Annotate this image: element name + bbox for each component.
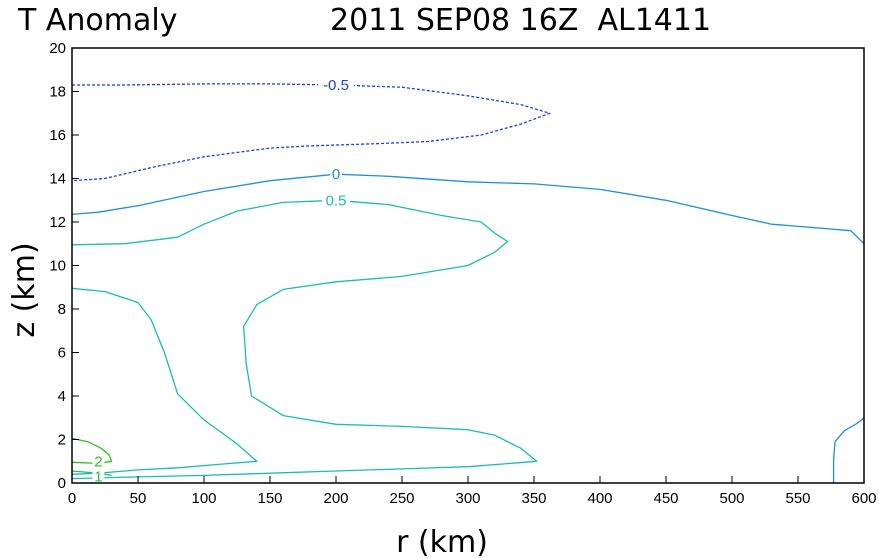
contour-label-1: 1	[94, 468, 102, 485]
contour-labels: -0.5 0 0.5 12	[92, 76, 354, 485]
contour-line-1	[71, 470, 112, 477]
contour-line-2	[71, 437, 113, 465]
y-tick-label: 4	[58, 388, 66, 405]
x-tick-label: 600	[851, 490, 876, 507]
chart-title-right: 2011 SEP08 16Z AL1411	[330, 3, 711, 38]
contour-label-bg	[318, 76, 354, 93]
y-tick-label: 18	[49, 84, 66, 101]
y-tick-label: 6	[58, 345, 66, 362]
y-tick-label: 12	[49, 214, 66, 231]
x-axis-ticks: 0 50 100 150 200 250 300 350 400 450 500 550 600	[68, 476, 877, 507]
contour-label--0.5: -0.5	[323, 77, 349, 94]
contour-label-0: 0	[332, 166, 340, 183]
x-tick-label: 150	[257, 490, 282, 507]
x-tick-label: 0	[68, 490, 76, 507]
x-tick-label: 300	[455, 490, 480, 507]
x-tick-label: 550	[785, 490, 810, 507]
x-tick-label: 200	[323, 490, 348, 507]
x-tick-label: 500	[719, 490, 744, 507]
y-tick-label: 20	[49, 40, 66, 57]
contour-label-bg	[92, 468, 105, 485]
chart-title-left: T Anomaly	[17, 3, 177, 38]
contour-line-0	[71, 173, 865, 245]
x-tick-label: 350	[521, 490, 546, 507]
y-tick-label: 2	[58, 432, 66, 449]
y-axis-label: z (km)	[7, 242, 42, 337]
contour-line-0	[832, 417, 865, 483]
x-tick-label: 100	[191, 490, 216, 507]
y-tick-label: 16	[49, 127, 66, 144]
x-axis-label: r (km)	[396, 525, 488, 558]
contour-label-bg	[322, 192, 350, 209]
contour-label-bg	[92, 453, 105, 470]
y-tick-label: 14	[49, 171, 66, 188]
x-tick-label: 400	[587, 490, 612, 507]
contour-lines	[71, 83, 865, 483]
x-tick-label: 450	[653, 490, 678, 507]
y-axis-ticks: 0 2 4 6 8 10 12 14 16 18 20	[49, 40, 79, 492]
x-tick-label: 50	[130, 490, 147, 507]
contour-line--0.5	[71, 83, 551, 182]
y-tick-label: 8	[58, 301, 66, 318]
y-tick-label: 0	[58, 475, 66, 492]
contour-label-bg	[330, 166, 342, 183]
y-tick-label: 10	[49, 258, 66, 275]
x-tick-label: 250	[389, 490, 414, 507]
contour-line-0.5	[71, 199, 538, 480]
contour-label-0.5: 0.5	[326, 192, 347, 209]
contour-line-0.5	[71, 287, 258, 475]
contour-label-2: 2	[94, 453, 102, 470]
